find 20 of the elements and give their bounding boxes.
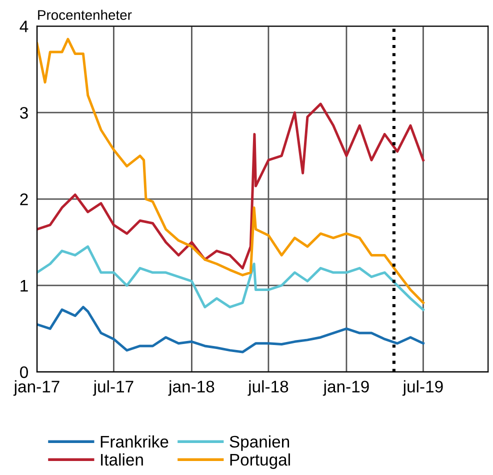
x-tick-label: jul-17 bbox=[92, 380, 134, 396]
x-tick-label: jul-19 bbox=[402, 380, 443, 396]
legend-label: Italien bbox=[101, 453, 143, 466]
y-tick-label: 1 bbox=[20, 280, 28, 292]
x-tick-label: jan-19 bbox=[322, 380, 369, 396]
line-series bbox=[36, 38, 424, 304]
y-tick-label: 2 bbox=[20, 193, 28, 206]
x-tick-label: jan-18 bbox=[168, 380, 214, 396]
line-series bbox=[36, 245, 424, 311]
y-axis-title: Procentenheter bbox=[38, 10, 132, 20]
y-tick-label: 3 bbox=[20, 106, 28, 119]
line-series bbox=[36, 306, 424, 354]
y-tick-label: 0 bbox=[20, 366, 28, 378]
line-series bbox=[36, 102, 424, 270]
x-tick-label: jan-17 bbox=[13, 380, 60, 396]
legend-label: Portugal bbox=[230, 453, 290, 469]
legend-label: Spanien bbox=[230, 435, 290, 451]
x-tick-label: jul-18 bbox=[248, 380, 288, 396]
legend-label: Frankrike bbox=[100, 435, 168, 448]
y-tick-label: 4 bbox=[20, 20, 28, 32]
